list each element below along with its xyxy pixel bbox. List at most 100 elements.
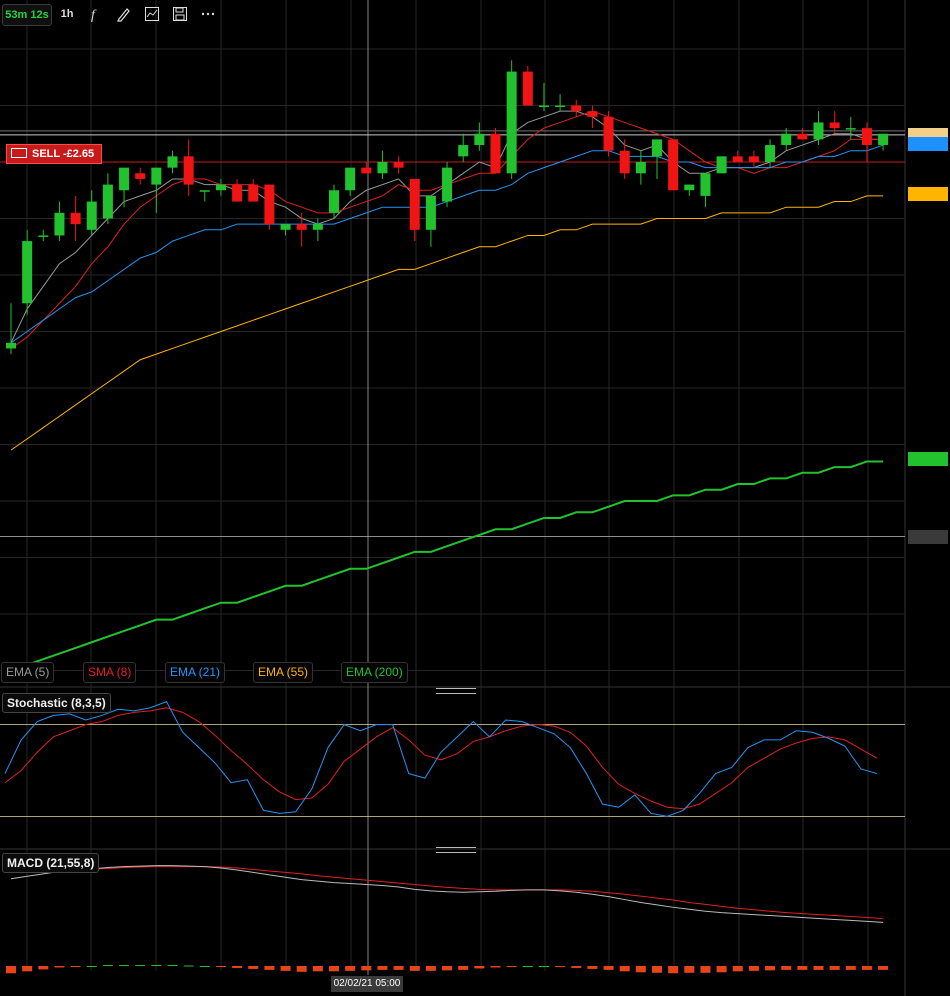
candle-body [490, 133, 501, 174]
candle-body [829, 122, 840, 129]
price-tag [908, 136, 948, 151]
candle-body [458, 145, 469, 157]
stochastic-d-line [4, 707, 878, 810]
macd-histogram-bar [280, 966, 291, 971]
legend-ema5[interactable]: EMA (5) [1, 662, 55, 683]
candle-body [329, 190, 339, 213]
candle-body [215, 184, 226, 191]
macd-histogram-bar [6, 966, 16, 974]
macd-histogram-bar [102, 965, 113, 967]
sell-order-badge[interactable]: SELL -£2.65 [6, 144, 102, 164]
legend-ema200[interactable]: EMA (200) [341, 662, 408, 683]
candle-body [555, 105, 566, 107]
candle-body [813, 122, 824, 140]
candle-body [571, 105, 582, 112]
panel-splitter[interactable] [436, 688, 476, 694]
candle-body [151, 167, 162, 185]
candle-body [442, 167, 453, 202]
candle-body [797, 133, 808, 140]
candle-body [781, 133, 792, 146]
macd-histogram-bar [393, 966, 404, 970]
chart-type-icon[interactable] [144, 6, 160, 22]
macd-histogram-bar [538, 966, 549, 967]
sell-order-label: SELL -£2.65 [32, 148, 95, 160]
candle-body [312, 224, 323, 230]
macd-histogram-bar [571, 966, 582, 968]
candle-body [748, 156, 759, 162]
macd-histogram-bar [22, 966, 33, 972]
macd-histogram-bar [797, 966, 808, 970]
candle-body [684, 184, 695, 191]
macd-title[interactable]: MACD (21,55,8) [2, 853, 100, 873]
candle-body [280, 224, 291, 230]
macd-histogram-bar [135, 965, 146, 967]
macd-histogram-bar [635, 966, 646, 973]
macd-histogram-bar [781, 966, 792, 970]
legend-ema55[interactable]: EMA (55) [253, 662, 314, 683]
candle-body [135, 173, 146, 179]
candle-body [587, 111, 598, 117]
pencil-icon[interactable] [116, 6, 132, 22]
macd-histogram-bar [603, 966, 614, 970]
macd-histogram-bar [587, 966, 598, 969]
legend-ema21[interactable]: EMA (21) [165, 662, 226, 683]
series-line-ema-200- [10, 460, 884, 672]
candle-body [522, 71, 533, 106]
legend-sma8-label: SMA (8) [88, 665, 132, 679]
candle-body [732, 156, 743, 162]
macd-histogram-bar [119, 965, 130, 967]
candle-body [345, 167, 356, 191]
macd-histogram-bar [264, 966, 275, 970]
price-tag [908, 452, 948, 467]
save-icon[interactable] [172, 6, 188, 22]
legend-ema200-label: EMA (200) [346, 665, 403, 679]
close-order-icon[interactable] [11, 148, 27, 159]
candle-body [716, 156, 727, 174]
panel-splitter[interactable] [436, 847, 476, 853]
more-icon[interactable] [200, 6, 216, 22]
candle-body [409, 178, 420, 230]
candle-body [102, 184, 113, 219]
macd-histogram-bar [845, 966, 856, 970]
candle-body [248, 184, 259, 202]
interval-button[interactable]: 1h [60, 8, 74, 20]
macd-histogram-bar [54, 966, 65, 968]
macd-signal-line [10, 866, 884, 919]
macd-histogram-bar [732, 966, 743, 972]
macd-histogram-bar [474, 966, 485, 969]
macd-histogram-bar [829, 966, 840, 970]
candle-body [393, 162, 404, 168]
candle-body [425, 195, 436, 230]
macd-histogram-bar [861, 966, 872, 970]
candle-body [22, 241, 33, 304]
function-icon[interactable]: f [88, 6, 104, 22]
price-tag [908, 187, 948, 202]
candle-body [878, 133, 889, 146]
macd-histogram-bar [167, 965, 178, 967]
stochastic-title[interactable]: Stochastic (8,3,5) [2, 693, 111, 713]
macd-histogram-bar [215, 966, 226, 967]
macd-line [10, 865, 884, 923]
candle-body [765, 145, 776, 162]
macd-histogram-bar [490, 966, 501, 968]
candle-body [361, 167, 372, 174]
macd-histogram-bar [70, 966, 81, 967]
macd-histogram-bar [700, 966, 711, 973]
macd-histogram-bar [183, 965, 194, 967]
macd-histogram-bar [506, 966, 517, 967]
macd-histogram-bar [248, 966, 259, 969]
legend-sma8[interactable]: SMA (8) [83, 662, 137, 683]
macd-histogram-bar [232, 966, 243, 968]
candle-body [54, 212, 65, 236]
macd-histogram-bar [345, 966, 356, 971]
candle-body [700, 173, 711, 196]
macd-histogram-bar [38, 966, 49, 970]
candle-countdown: 53m 12s [2, 4, 52, 26]
macd-histogram-bar [652, 966, 662, 973]
series-line-ema-5- [10, 110, 884, 344]
candle-body [119, 167, 130, 191]
macd-histogram-bar [329, 966, 339, 972]
candle-body [603, 116, 614, 151]
candle-body [70, 212, 81, 225]
